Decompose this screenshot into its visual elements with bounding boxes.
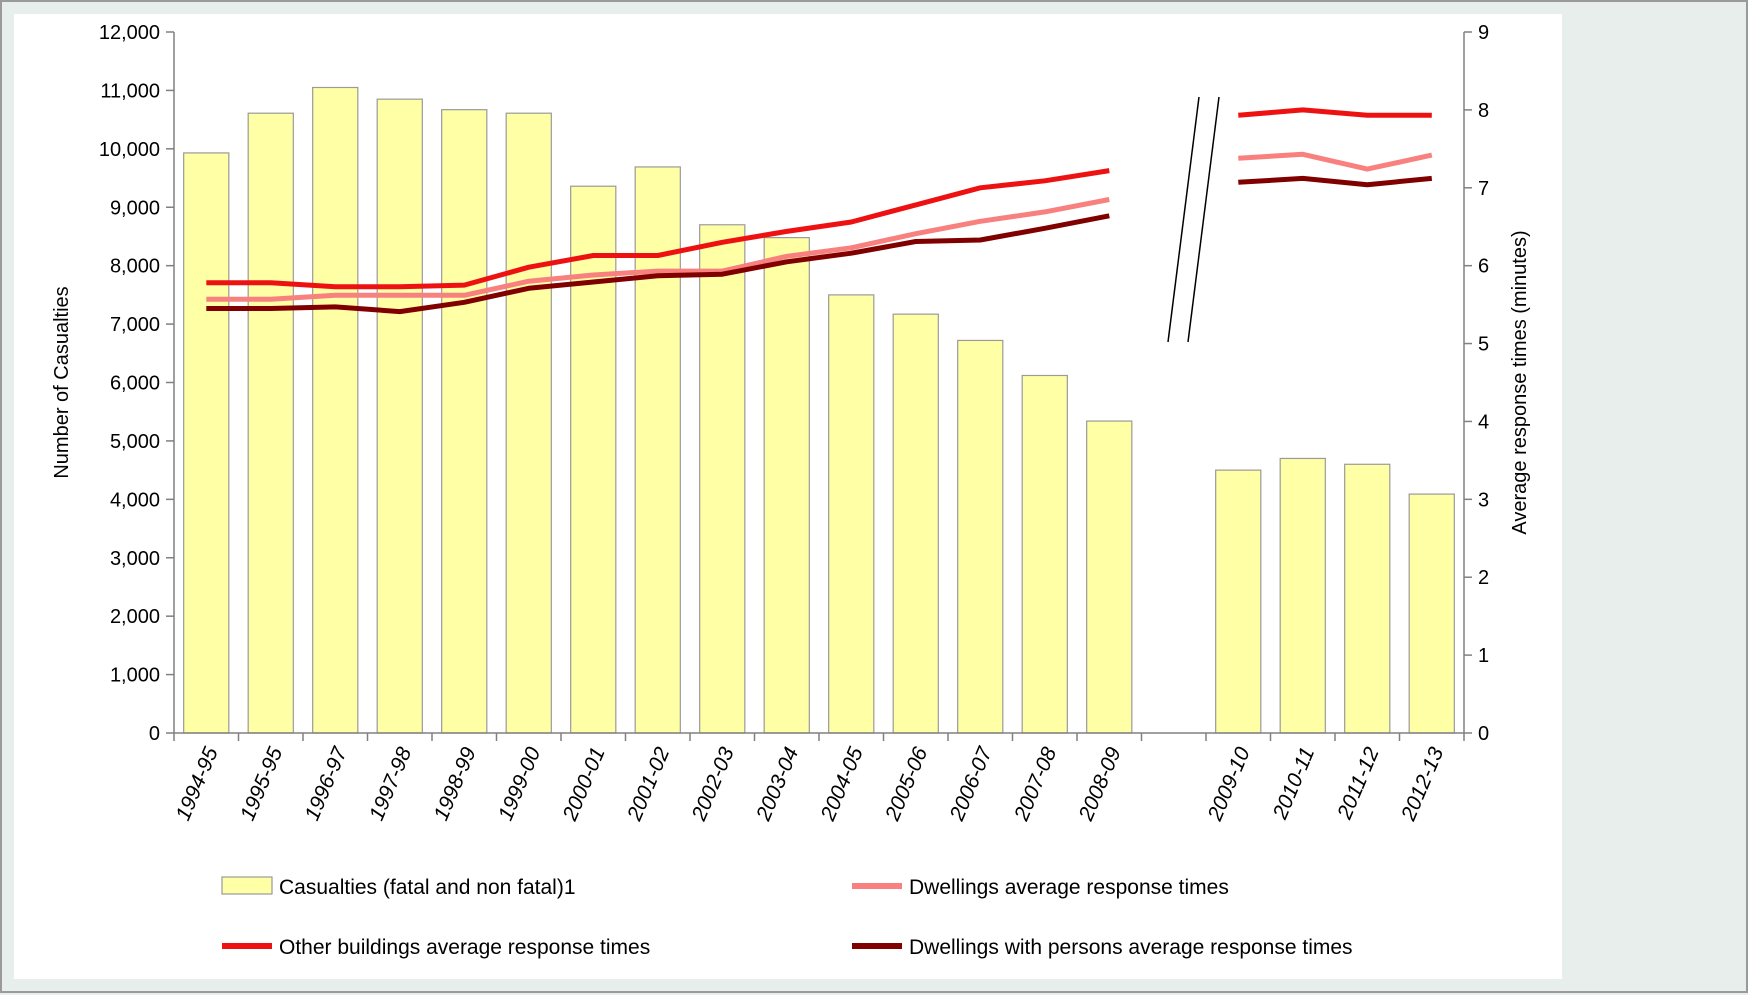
y-tick-label: 5,000 (110, 431, 160, 453)
y2-tick-label: 5 (1478, 334, 1489, 356)
bar-2007-08 (1021, 374, 1068, 734)
y2-tick-label: 4 (1478, 411, 1489, 433)
y-tick-label: 1,000 (110, 665, 160, 687)
line-series-2-segment-1 (206, 168, 1110, 290)
y-tick-label: 6,000 (110, 373, 160, 395)
bar-1994-95 (183, 152, 230, 734)
axis-break-mark (1187, 96, 1220, 343)
y-tick-label: 9,000 (110, 197, 160, 219)
y-tick-label: 0 (149, 723, 160, 745)
bar-1996-97 (312, 86, 359, 734)
bar-2012-13 (1408, 493, 1455, 734)
y2-tick-label: 9 (1478, 22, 1489, 44)
bar-1999-00 (505, 112, 552, 734)
y-tick-label: 2,000 (110, 606, 160, 628)
bar-2006-07 (957, 339, 1004, 734)
y-tick-label: 7,000 (110, 314, 160, 336)
legend-swatch-bars (221, 876, 273, 895)
line-series-1-segment-1 (206, 197, 1110, 302)
bar-2011-12 (1344, 463, 1391, 734)
y2-tick-label: 1 (1478, 645, 1489, 667)
bar-2003-04 (763, 237, 810, 734)
y-tick-label: 11,000 (100, 80, 160, 102)
y-tick-label: 12,000 (99, 22, 160, 44)
bar-2002-03 (699, 224, 746, 734)
bar-2001-02 (634, 166, 681, 734)
y-tick-label: 3,000 (110, 548, 160, 570)
y-tick-label: 10,000 (99, 139, 160, 161)
y-axis-title: Number of Casualties (51, 286, 73, 478)
line-series-3-segment-1 (206, 213, 1110, 315)
y2-tick-label: 8 (1478, 100, 1489, 122)
line-series-2-segment-2 (1238, 107, 1432, 118)
axis-break-mark (1167, 96, 1200, 343)
y2-tick-label: 0 (1478, 723, 1489, 745)
bar-2008-09 (1086, 420, 1133, 734)
line-series-3-segment-2 (1238, 175, 1433, 188)
y-tick-label: 4,000 (110, 489, 160, 511)
bar-2005-06 (892, 313, 939, 734)
y2-tick-label: 7 (1478, 178, 1489, 200)
bar-2004-05 (828, 294, 875, 734)
bar-1997-98 (376, 98, 423, 734)
legend-label: Other buildings average response times (279, 936, 650, 959)
legend-label: Casualties (fatal and non fatal)1 (279, 876, 576, 899)
bar-2010-11 (1279, 457, 1326, 734)
y-tick-label: 8,000 (110, 256, 160, 278)
bar-1998-99 (441, 109, 488, 734)
y2-tick-label: 2 (1478, 567, 1489, 589)
bar-2009-10 (1215, 469, 1262, 734)
bar-2000-01 (570, 185, 617, 734)
legend-label: Dwellings average response times (909, 876, 1229, 899)
legend-label: Dwellings with persons average response … (909, 936, 1353, 959)
y2-tick-label: 6 (1478, 256, 1489, 278)
y2-axis-title: Average response times (minutes) (1509, 230, 1531, 534)
line-series-1-segment-2 (1238, 151, 1433, 172)
y2-tick-label: 3 (1478, 489, 1489, 511)
bar-1995-95 (247, 112, 294, 734)
